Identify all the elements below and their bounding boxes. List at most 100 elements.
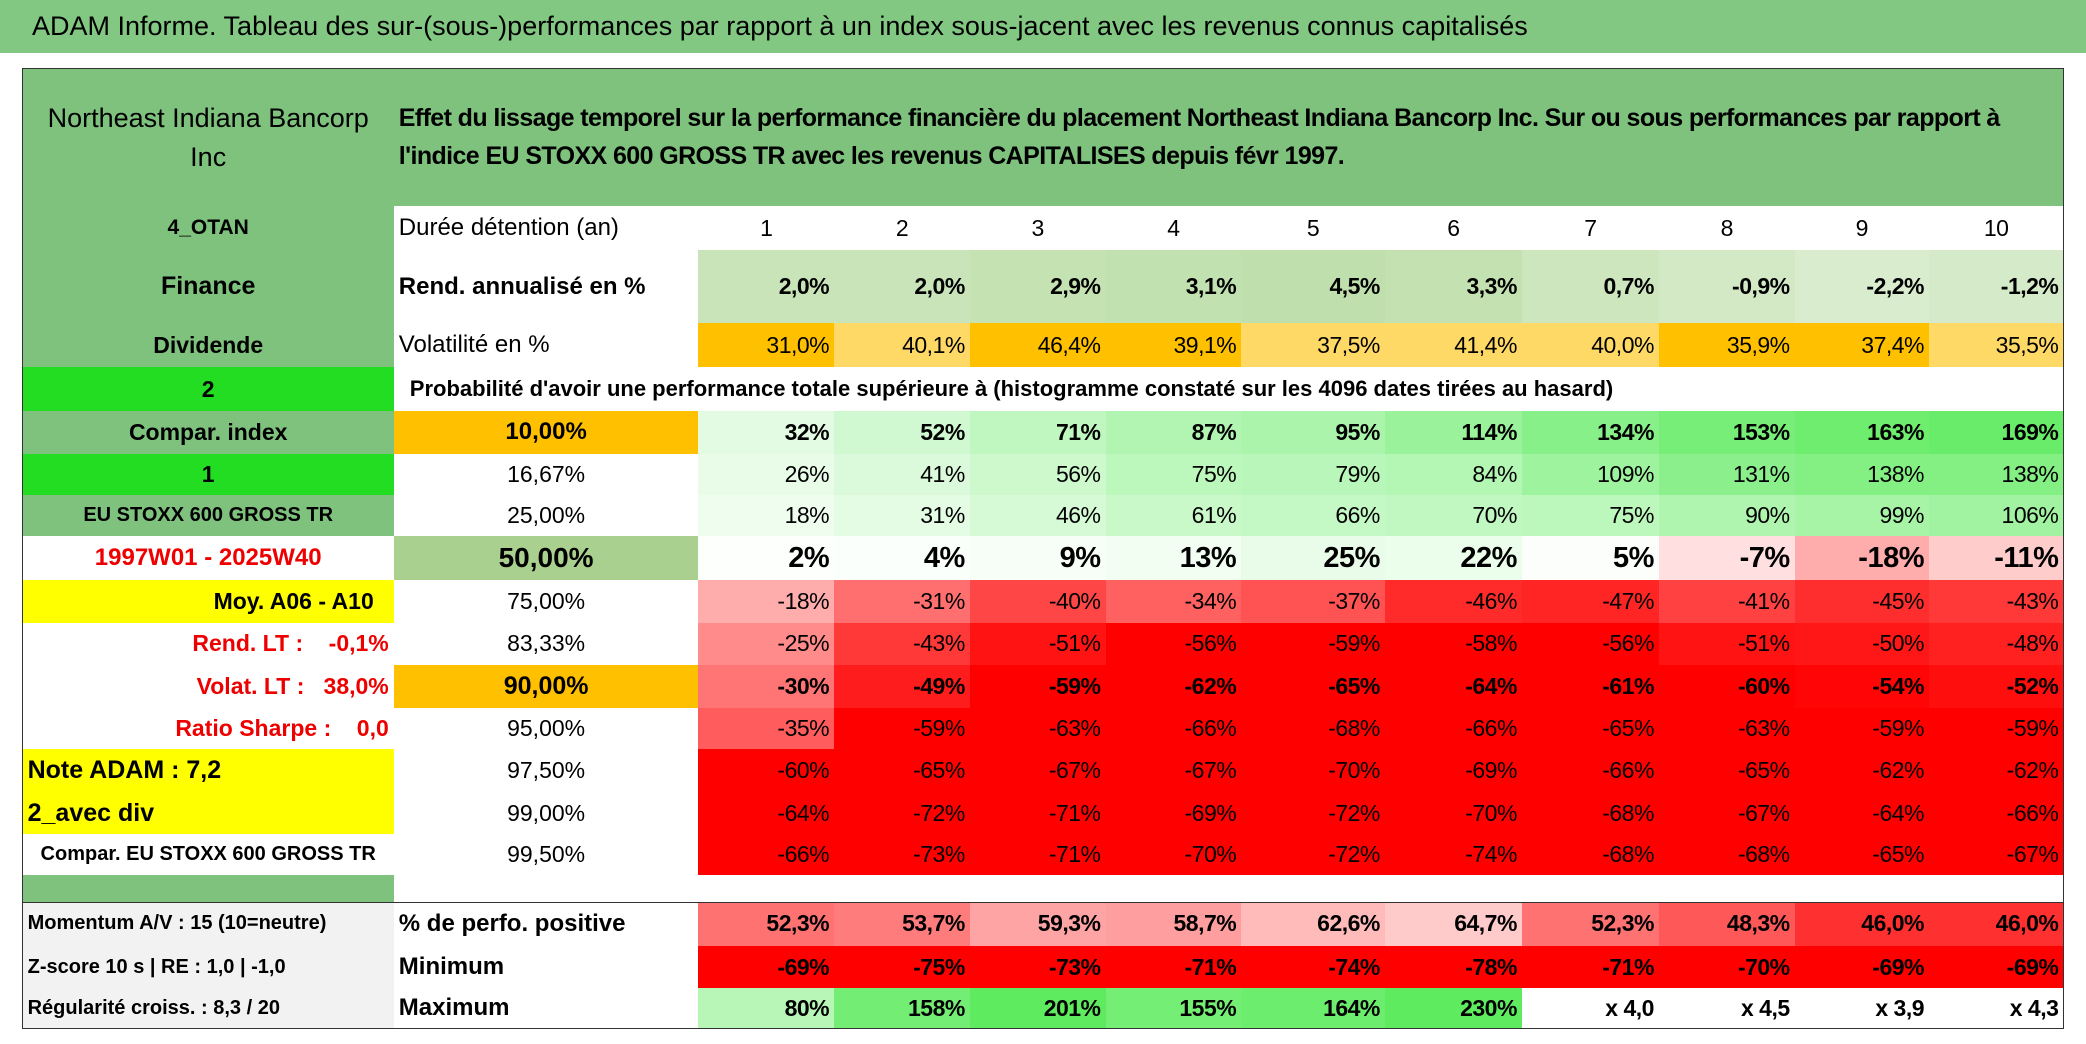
value-cell: -45% [1794,580,1930,624]
row-name: 75,00% [393,580,700,624]
value-cell: -60% [1658,665,1796,709]
spacer [22,875,395,903]
value-cell: 138% [1929,453,2065,496]
value-cell: -65% [1658,748,1796,794]
value-cell: -52% [1929,665,2065,709]
value-cell: 164% [1241,988,1386,1030]
value-cell: 62,6% [1241,901,1386,947]
value-cell: 2% [698,536,836,582]
value-cell: 35,5% [1929,323,2065,369]
row-label: Moy. A06 - A10 [22,580,395,624]
value-cell: -62% [1794,748,1930,794]
value-cell: 52,3% [698,901,836,947]
value-cell: -69% [698,945,836,990]
value-cell: x 4,0 [1521,988,1660,1030]
value-cell: -70% [1105,834,1243,877]
row-label: Régularité croiss. : 8,3 / 20 [22,988,395,1030]
value-cell: -67% [1658,792,1796,836]
row-name: 97,50% [393,748,700,794]
value-cell: -18% [698,580,836,624]
value-cell: 31% [834,494,971,538]
row-name: 95,00% [393,707,700,750]
value-cell: 131% [1658,453,1796,496]
row-name: % de perfo. positive [393,901,700,947]
value-cell: -25% [698,622,836,667]
value-cell: 138% [1794,453,1930,496]
value-cell: 52% [834,411,971,455]
value-cell: 70% [1384,494,1523,538]
value-cell: 3 [969,206,1107,252]
value-cell: 4% [834,536,971,582]
value-cell: -73% [969,945,1107,990]
value-cell: -62% [1105,665,1243,709]
value-cell: -56% [1521,622,1660,667]
value-cell: 41,4% [1384,323,1523,369]
value-cell: -65% [834,748,971,794]
row-name: 16,67% [393,453,700,496]
value-cell: -37% [1241,580,1386,624]
value-cell: -70% [1384,792,1523,836]
value-cell: -67% [1105,748,1243,794]
value-cell: 9% [969,536,1107,582]
value-cell: 2 [834,206,971,252]
value-cell: 2,0% [834,250,971,325]
value-cell: -72% [834,792,971,836]
value-cell: -43% [1929,580,2065,624]
value-cell: 46,4% [969,323,1107,369]
value-cell: -66% [1521,748,1660,794]
value-cell: -59% [1929,707,2065,750]
value-cell: 52,3% [1521,901,1660,947]
value-cell: -70% [1241,748,1386,794]
value-cell: -63% [969,707,1107,750]
row-name: 90,00% [393,665,700,709]
value-cell: 32% [698,411,836,455]
value-cell: -69% [1794,945,1930,990]
value-cell: -66% [1929,792,2065,836]
value-cell: -41% [1658,580,1796,624]
row-label: 2_avec div [22,792,395,836]
row-label: 1997W01 - 2025W40 [22,536,395,582]
value-cell: 18% [698,494,836,538]
value-cell: -49% [834,665,971,709]
value-cell: -60% [698,748,836,794]
value-cell: 153% [1658,411,1796,455]
value-cell: -46% [1384,580,1523,624]
row-name: 83,33% [393,622,700,667]
value-cell: 61% [1105,494,1243,538]
value-cell: -31% [834,580,971,624]
value-cell: -61% [1521,665,1660,709]
value-cell: -50% [1794,622,1930,667]
value-cell: -62% [1929,748,2065,794]
value-cell: -59% [834,707,971,750]
value-cell: 80% [698,988,836,1030]
value-cell: 46,0% [1929,901,2065,947]
value-cell: 37,4% [1794,323,1930,369]
value-cell: -64% [1794,792,1930,836]
value-cell: -35% [698,707,836,750]
value-cell: -59% [1241,622,1386,667]
value-cell: 10 [1929,206,2065,252]
value-cell: 95% [1241,411,1386,455]
value-cell: 109% [1521,453,1660,496]
value-cell: -54% [1794,665,1930,709]
value-cell: -59% [969,665,1107,709]
value-cell: -64% [1384,665,1523,709]
value-cell: 158% [834,988,971,1030]
value-cell: -51% [969,622,1107,667]
value-cell: 53,7% [834,901,971,947]
row-name: Maximum [393,988,700,1030]
value-cell: 106% [1929,494,2065,538]
row-name: Rend. annualisé en % [393,250,700,325]
value-cell: 48,3% [1658,901,1796,947]
row-label: Z-score 10 s | RE : 1,0 | -1,0 [22,945,395,990]
row-note: Probabilité d'avoir une performance tota… [393,367,1796,413]
header-name: Northeast Indiana Bancorp Inc [22,69,395,208]
row-name: 10,00% [393,411,700,455]
value-cell: 64,7% [1384,901,1523,947]
value-cell: 201% [969,988,1107,1030]
value-cell: 8 [1658,206,1796,252]
value-cell: 230% [1384,988,1523,1030]
value-cell: -71% [969,834,1107,877]
value-cell: 75% [1105,453,1243,496]
value-cell: -67% [1929,834,2065,877]
